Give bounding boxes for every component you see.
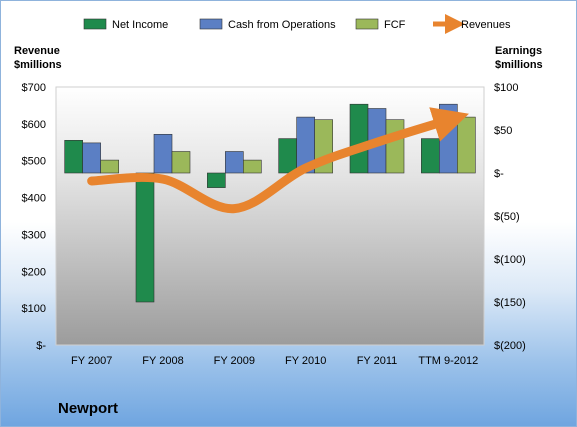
right-tick-label: $(150) [494,297,526,309]
x-axis-ticks: FY 2007 FY 2008 FY 2009 FY 2010 FY 2011 TTM 9… [71,355,478,367]
bar-net-income [64,140,83,174]
left-tick-label: $500 [22,156,46,168]
revenue-line-layer [87,107,469,214]
bar-fcf [457,116,476,174]
right-axis-title: Earnings $millions [495,45,543,71]
x-tick-label: FY 2007 [71,355,112,367]
left-tick-label: $100 [22,303,46,315]
legend-label-net-income: Net Income [112,19,168,31]
legend-label-cash-from-operations: Cash from Operations [228,19,336,31]
legend-swatch-cash-from-operations [199,18,223,30]
bar-cash-from-operations [153,134,173,174]
x-tick-label: FY 2008 [142,355,183,367]
bar-net-income [421,138,440,174]
left-tick-label: $600 [22,119,46,131]
bar-fcf [100,159,119,174]
legend-swatch-net-income [83,18,107,30]
legend: Net Income Cash from Operations FCF Revenue… [83,14,511,34]
right-tick-label: $(50) [494,211,520,223]
bar-cash-from-operations [82,142,101,174]
right-tick-label: $50 [494,125,512,137]
bar-fcf [385,119,405,174]
bar-cash-from-operations [439,103,458,174]
bar-net-income [135,172,155,303]
right-tick-label: $(100) [494,254,526,266]
left-axis-ticks: $- $100 $200 $300 $400 $500 $600 $700 [22,82,47,352]
legend-label-revenues: Revenues [461,19,511,31]
bar-fcf [243,159,262,174]
right-tick-label: $(200) [494,340,526,352]
x-tick-label: FY 2009 [214,355,255,367]
legend-label-fcf: FCF [384,19,406,31]
left-tick-label: $700 [22,82,46,94]
right-tick-label: $100 [494,82,518,94]
left-tick-label: $200 [22,266,46,278]
x-tick-label: FY 2011 [357,355,398,367]
left-tick-label: $300 [22,229,46,241]
legend-swatch-fcf [355,18,379,30]
x-tick-label: TTM 9-2012 [418,355,478,367]
x-tick-label: FY 2010 [285,355,326,367]
bar-net-income [349,103,369,174]
company-name: Newport [58,400,118,417]
bar-net-income [207,172,226,188]
bar-net-income [278,138,297,174]
revenue-line [87,107,469,214]
bar-cash-from-operations [225,151,244,174]
left-axis-title: Revenue $millions [14,45,62,71]
left-tick-label: $- [36,340,46,352]
bars [64,103,476,303]
left-tick-label: $400 [22,193,46,205]
right-tick-label: $- [494,168,504,180]
bar-fcf [171,151,191,174]
right-axis-ticks: $(200) $(150) $(100) $(50) $- $50 $100 [494,82,526,352]
